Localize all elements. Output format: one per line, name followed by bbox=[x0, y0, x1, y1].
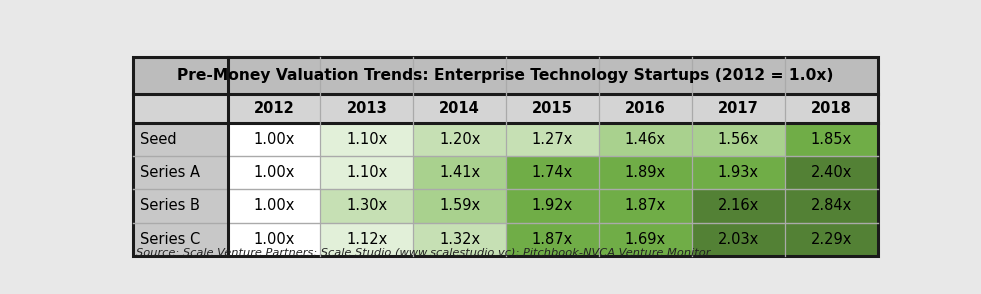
Text: 1.56x: 1.56x bbox=[718, 132, 759, 147]
FancyBboxPatch shape bbox=[785, 189, 878, 223]
Text: Series C: Series C bbox=[140, 232, 200, 247]
Text: 1.74x: 1.74x bbox=[532, 165, 573, 180]
FancyBboxPatch shape bbox=[413, 123, 506, 156]
Text: 2014: 2014 bbox=[439, 101, 480, 116]
FancyBboxPatch shape bbox=[506, 123, 599, 156]
Text: 1.59x: 1.59x bbox=[439, 198, 481, 213]
Text: 2.40x: 2.40x bbox=[810, 165, 852, 180]
FancyBboxPatch shape bbox=[692, 223, 785, 256]
FancyBboxPatch shape bbox=[785, 223, 878, 256]
Text: 2.03x: 2.03x bbox=[718, 232, 759, 247]
Text: 1.87x: 1.87x bbox=[532, 232, 573, 247]
Text: 1.32x: 1.32x bbox=[439, 232, 481, 247]
FancyBboxPatch shape bbox=[506, 223, 599, 256]
Text: 2013: 2013 bbox=[346, 101, 387, 116]
FancyBboxPatch shape bbox=[132, 57, 878, 94]
FancyBboxPatch shape bbox=[506, 94, 599, 123]
FancyBboxPatch shape bbox=[132, 156, 228, 189]
FancyBboxPatch shape bbox=[228, 123, 321, 156]
FancyBboxPatch shape bbox=[413, 189, 506, 223]
Text: 1.85x: 1.85x bbox=[810, 132, 852, 147]
Text: 2.29x: 2.29x bbox=[810, 232, 852, 247]
FancyBboxPatch shape bbox=[321, 223, 413, 256]
Text: 1.20x: 1.20x bbox=[439, 132, 481, 147]
FancyBboxPatch shape bbox=[599, 123, 692, 156]
Text: 1.93x: 1.93x bbox=[718, 165, 758, 180]
FancyBboxPatch shape bbox=[599, 189, 692, 223]
FancyBboxPatch shape bbox=[413, 156, 506, 189]
Text: 1.27x: 1.27x bbox=[532, 132, 573, 147]
Text: Pre-Money Valuation Trends: Enterprise Technology Startups (2012 = 1.0x): Pre-Money Valuation Trends: Enterprise T… bbox=[177, 68, 833, 83]
FancyBboxPatch shape bbox=[132, 189, 228, 223]
Text: 1.69x: 1.69x bbox=[625, 232, 666, 247]
FancyBboxPatch shape bbox=[132, 123, 228, 156]
FancyBboxPatch shape bbox=[506, 156, 599, 189]
Text: 1.00x: 1.00x bbox=[253, 198, 294, 213]
Text: 2.84x: 2.84x bbox=[810, 198, 852, 213]
FancyBboxPatch shape bbox=[599, 223, 692, 256]
Text: 1.00x: 1.00x bbox=[253, 232, 294, 247]
Text: 2012: 2012 bbox=[254, 101, 294, 116]
FancyBboxPatch shape bbox=[599, 94, 692, 123]
Text: 2015: 2015 bbox=[532, 101, 573, 116]
FancyBboxPatch shape bbox=[692, 94, 785, 123]
FancyBboxPatch shape bbox=[321, 94, 413, 123]
Text: Series B: Series B bbox=[140, 198, 200, 213]
FancyBboxPatch shape bbox=[228, 223, 321, 256]
Text: 1.87x: 1.87x bbox=[625, 198, 666, 213]
Text: 1.10x: 1.10x bbox=[346, 165, 387, 180]
FancyBboxPatch shape bbox=[132, 94, 228, 123]
FancyBboxPatch shape bbox=[692, 156, 785, 189]
Text: Source: Scale Venture Partners; Scale Studio (www.scalestudio.vc); Pitchbook-NVC: Source: Scale Venture Partners; Scale St… bbox=[136, 248, 710, 258]
FancyBboxPatch shape bbox=[692, 189, 785, 223]
Text: 1.89x: 1.89x bbox=[625, 165, 666, 180]
Text: 2016: 2016 bbox=[625, 101, 666, 116]
Text: 1.46x: 1.46x bbox=[625, 132, 666, 147]
Text: 1.00x: 1.00x bbox=[253, 165, 294, 180]
Text: Series A: Series A bbox=[140, 165, 200, 180]
FancyBboxPatch shape bbox=[599, 156, 692, 189]
FancyBboxPatch shape bbox=[321, 189, 413, 223]
FancyBboxPatch shape bbox=[413, 94, 506, 123]
FancyBboxPatch shape bbox=[413, 223, 506, 256]
Text: 2018: 2018 bbox=[810, 101, 852, 116]
FancyBboxPatch shape bbox=[132, 223, 228, 256]
FancyBboxPatch shape bbox=[228, 156, 321, 189]
Text: 2017: 2017 bbox=[718, 101, 758, 116]
Text: Seed: Seed bbox=[140, 132, 177, 147]
Text: 1.92x: 1.92x bbox=[532, 198, 573, 213]
FancyBboxPatch shape bbox=[785, 156, 878, 189]
Text: 1.41x: 1.41x bbox=[439, 165, 481, 180]
Text: 1.12x: 1.12x bbox=[346, 232, 387, 247]
FancyBboxPatch shape bbox=[321, 123, 413, 156]
FancyBboxPatch shape bbox=[785, 94, 878, 123]
FancyBboxPatch shape bbox=[785, 123, 878, 156]
FancyBboxPatch shape bbox=[506, 189, 599, 223]
Text: 2.16x: 2.16x bbox=[718, 198, 759, 213]
FancyBboxPatch shape bbox=[692, 123, 785, 156]
Text: 1.00x: 1.00x bbox=[253, 132, 294, 147]
FancyBboxPatch shape bbox=[228, 189, 321, 223]
FancyBboxPatch shape bbox=[321, 156, 413, 189]
Text: 1.30x: 1.30x bbox=[346, 198, 387, 213]
FancyBboxPatch shape bbox=[228, 94, 321, 123]
Text: 1.10x: 1.10x bbox=[346, 132, 387, 147]
